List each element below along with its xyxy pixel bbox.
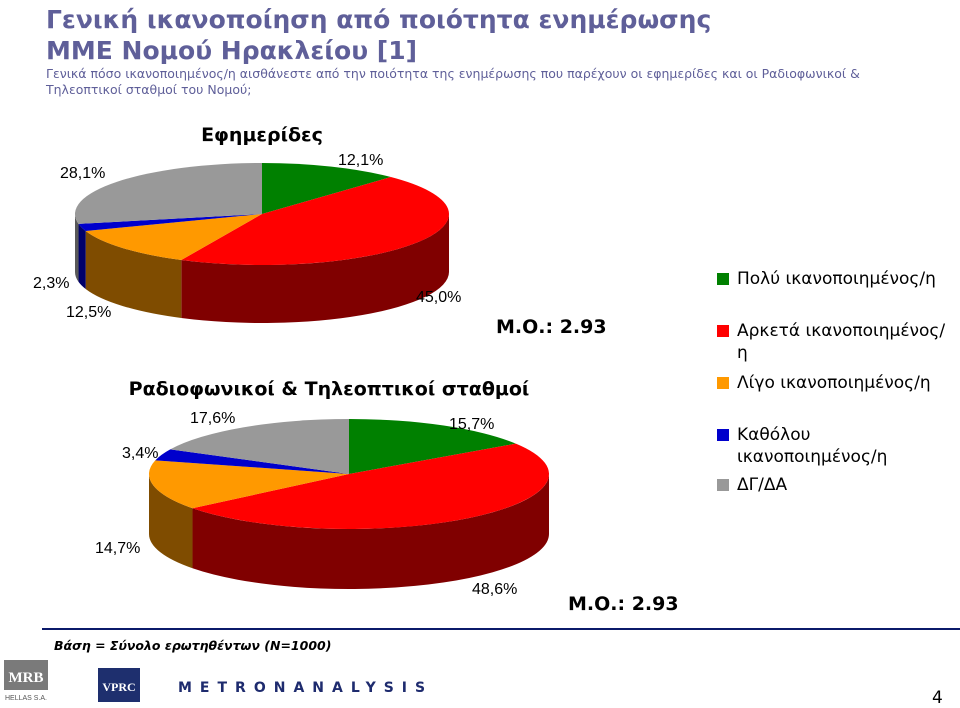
chart1-mean: Μ.Ο.: 2.93 bbox=[496, 316, 607, 338]
pie1-side-little bbox=[85, 230, 182, 319]
legend-swatch-gray bbox=[717, 479, 729, 491]
chart2-label-notatall: 3,4% bbox=[122, 445, 158, 462]
pie1-slice-little bbox=[85, 214, 262, 261]
vprc-logo-text: VPRC bbox=[102, 680, 135, 694]
legend-swatch-blue bbox=[717, 429, 729, 441]
metron-analysis-logo: METRONANALYSIS bbox=[178, 680, 434, 696]
legend-item-very: Πολύ ικανοποιημένος/η bbox=[715, 268, 936, 290]
chart1-label-dk: 28,1% bbox=[60, 165, 105, 182]
footer-divider bbox=[42, 628, 960, 630]
legend-label-multiline: Καθόλου ικανοποιημένος/η bbox=[737, 424, 887, 468]
pie2-slice-little bbox=[148, 460, 349, 509]
pie1-side-dk bbox=[75, 214, 79, 282]
legend-swatch-green bbox=[717, 273, 729, 285]
legend-label-line: ικανοποιημένος/η bbox=[737, 447, 888, 467]
legend-label: ΔΓ/ΔΑ bbox=[737, 475, 788, 495]
page-number: 4 bbox=[932, 688, 943, 708]
pie-chart-newspapers bbox=[75, 163, 449, 323]
legend-label: Αρκετά ικανοποιημένος/η bbox=[737, 321, 946, 363]
page-title: Γενική ικανοποίηση από ποιότητα ενημέρωσ… bbox=[46, 4, 946, 66]
mrb-logo-subtext: HELLAS S.A. bbox=[5, 695, 47, 702]
pie1-slice-very bbox=[262, 163, 391, 214]
pie2-slice-dk bbox=[170, 419, 349, 474]
chart1-label-fairly: 45,0% bbox=[416, 289, 461, 306]
legend-swatch-red bbox=[717, 325, 729, 337]
chart2-label-very: 15,7% bbox=[449, 416, 494, 433]
pie2-slice-notatall bbox=[155, 449, 349, 474]
legend-label-line: Καθόλου bbox=[737, 425, 811, 445]
pie1-side-fairly bbox=[181, 214, 449, 323]
legend-item-little: Λίγο ικανοποιημένος/η bbox=[715, 372, 931, 394]
question-line-2: Τηλεοπτικοί σταθμοί του Νομού; bbox=[46, 82, 252, 97]
legend-label: Πολύ ικανοποιημένος/η bbox=[737, 269, 936, 289]
chart2-label-fairly: 48,6% bbox=[472, 581, 517, 598]
vprc-logo: VPRC bbox=[98, 668, 140, 702]
title-line-2: ΜΜΕ Νομού Ηρακλείου [1] bbox=[46, 36, 418, 65]
mrb-logo: MRB HELLAS S.A. bbox=[4, 660, 48, 702]
pie-chart-radio-tv bbox=[148, 419, 549, 589]
chart2-label-dk: 17,6% bbox=[190, 410, 235, 427]
mrb-logo-text: MRB bbox=[9, 670, 44, 686]
chart1-label-little: 12,5% bbox=[66, 304, 111, 321]
legend-item-notatall: Καθόλου ικανοποιημένος/η bbox=[715, 424, 887, 468]
pie1-slice-dk bbox=[75, 163, 262, 224]
legend-label: Λίγο ικανοποιημένος/η bbox=[737, 373, 931, 393]
pie1-slice-fairly bbox=[181, 177, 449, 265]
pie1-slice-notatall bbox=[78, 214, 262, 231]
chart2-label-little: 14,7% bbox=[95, 540, 140, 557]
question-text: Γενικά πόσο ικανοποιημένος/η αισθάνεστε … bbox=[46, 66, 946, 98]
pie2-side-fairly bbox=[192, 474, 549, 589]
chart2-mean: Μ.Ο.: 2.93 bbox=[568, 593, 679, 615]
question-line-1: Γενικά πόσο ικανοποιημένος/η αισθάνεστε … bbox=[46, 66, 860, 81]
legend-swatch-orange bbox=[717, 377, 729, 389]
pie2-side-little bbox=[149, 474, 193, 569]
chart-texts: Εφημερίδες 12,1% 45,0% 12,5% 2,3% 28,1% … bbox=[33, 124, 679, 615]
pie2-slice-fairly bbox=[192, 443, 549, 529]
chart1-label-notatall: 2,3% bbox=[33, 275, 69, 292]
pie1-side-notatall bbox=[78, 223, 86, 289]
pie2-slice-very bbox=[349, 419, 516, 474]
chart1-title: Εφημερίδες bbox=[201, 124, 323, 146]
legend-item-dk: ΔΓ/ΔΑ bbox=[715, 474, 787, 496]
base-note: Βάση = Σύνολο ερωτηθέντων (Ν=1000) bbox=[54, 638, 332, 653]
chart1-label-very: 12,1% bbox=[338, 152, 383, 169]
title-line-1: Γενική ικανοποίηση από ποιότητα ενημέρωσ… bbox=[46, 5, 712, 34]
legend-item-fairly: Αρκετά ικανοποιημένος/η bbox=[715, 320, 955, 364]
chart2-title: Ραδιοφωνικοί & Τηλεοπτικοί σταθμοί bbox=[129, 378, 530, 400]
